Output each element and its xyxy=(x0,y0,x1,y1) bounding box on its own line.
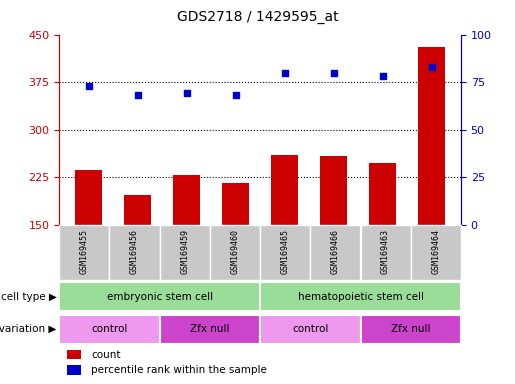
Text: cell type ▶: cell type ▶ xyxy=(1,291,57,302)
Point xyxy=(281,70,289,76)
Bar xyxy=(210,225,260,280)
Text: GSM169456: GSM169456 xyxy=(130,229,139,274)
Text: count: count xyxy=(91,349,121,359)
Bar xyxy=(260,282,461,311)
Bar xyxy=(124,195,151,225)
Text: embryonic stem cell: embryonic stem cell xyxy=(107,291,213,302)
Bar xyxy=(410,225,461,280)
Text: control: control xyxy=(292,324,329,334)
Bar xyxy=(222,184,249,225)
Text: GSM169460: GSM169460 xyxy=(231,229,239,274)
Bar xyxy=(67,350,81,359)
Bar xyxy=(360,225,410,280)
Point xyxy=(133,92,142,98)
Bar xyxy=(59,225,109,280)
Text: Zfx null: Zfx null xyxy=(190,324,230,334)
Text: GSM169464: GSM169464 xyxy=(432,229,440,274)
Text: hematopoietic stem cell: hematopoietic stem cell xyxy=(298,291,423,302)
Bar xyxy=(260,225,310,280)
Point xyxy=(182,90,191,96)
Bar xyxy=(320,156,347,225)
Bar xyxy=(67,365,81,375)
Bar xyxy=(271,155,298,225)
Text: Zfx null: Zfx null xyxy=(391,324,431,334)
Bar xyxy=(75,169,102,225)
Text: GSM169463: GSM169463 xyxy=(381,229,390,274)
Text: GSM169459: GSM169459 xyxy=(180,229,189,274)
Text: genotype/variation ▶: genotype/variation ▶ xyxy=(0,324,57,334)
Bar xyxy=(360,314,461,344)
Point xyxy=(379,73,387,79)
Text: GDS2718 / 1429595_at: GDS2718 / 1429595_at xyxy=(177,10,338,23)
Point xyxy=(330,70,338,76)
Point xyxy=(84,83,93,89)
Bar xyxy=(59,314,160,344)
Point xyxy=(231,92,239,98)
Point xyxy=(427,64,436,70)
Bar xyxy=(260,314,360,344)
Bar xyxy=(59,282,260,311)
Text: control: control xyxy=(91,324,128,334)
Bar xyxy=(418,47,445,225)
Bar xyxy=(369,162,396,225)
Text: GSM169465: GSM169465 xyxy=(281,229,289,274)
Bar xyxy=(109,225,160,280)
Bar xyxy=(160,314,260,344)
Text: GSM169455: GSM169455 xyxy=(80,229,89,274)
Bar xyxy=(173,175,200,225)
Text: GSM169466: GSM169466 xyxy=(331,229,340,274)
Text: percentile rank within the sample: percentile rank within the sample xyxy=(91,365,267,375)
Bar xyxy=(160,225,210,280)
Bar xyxy=(310,225,360,280)
